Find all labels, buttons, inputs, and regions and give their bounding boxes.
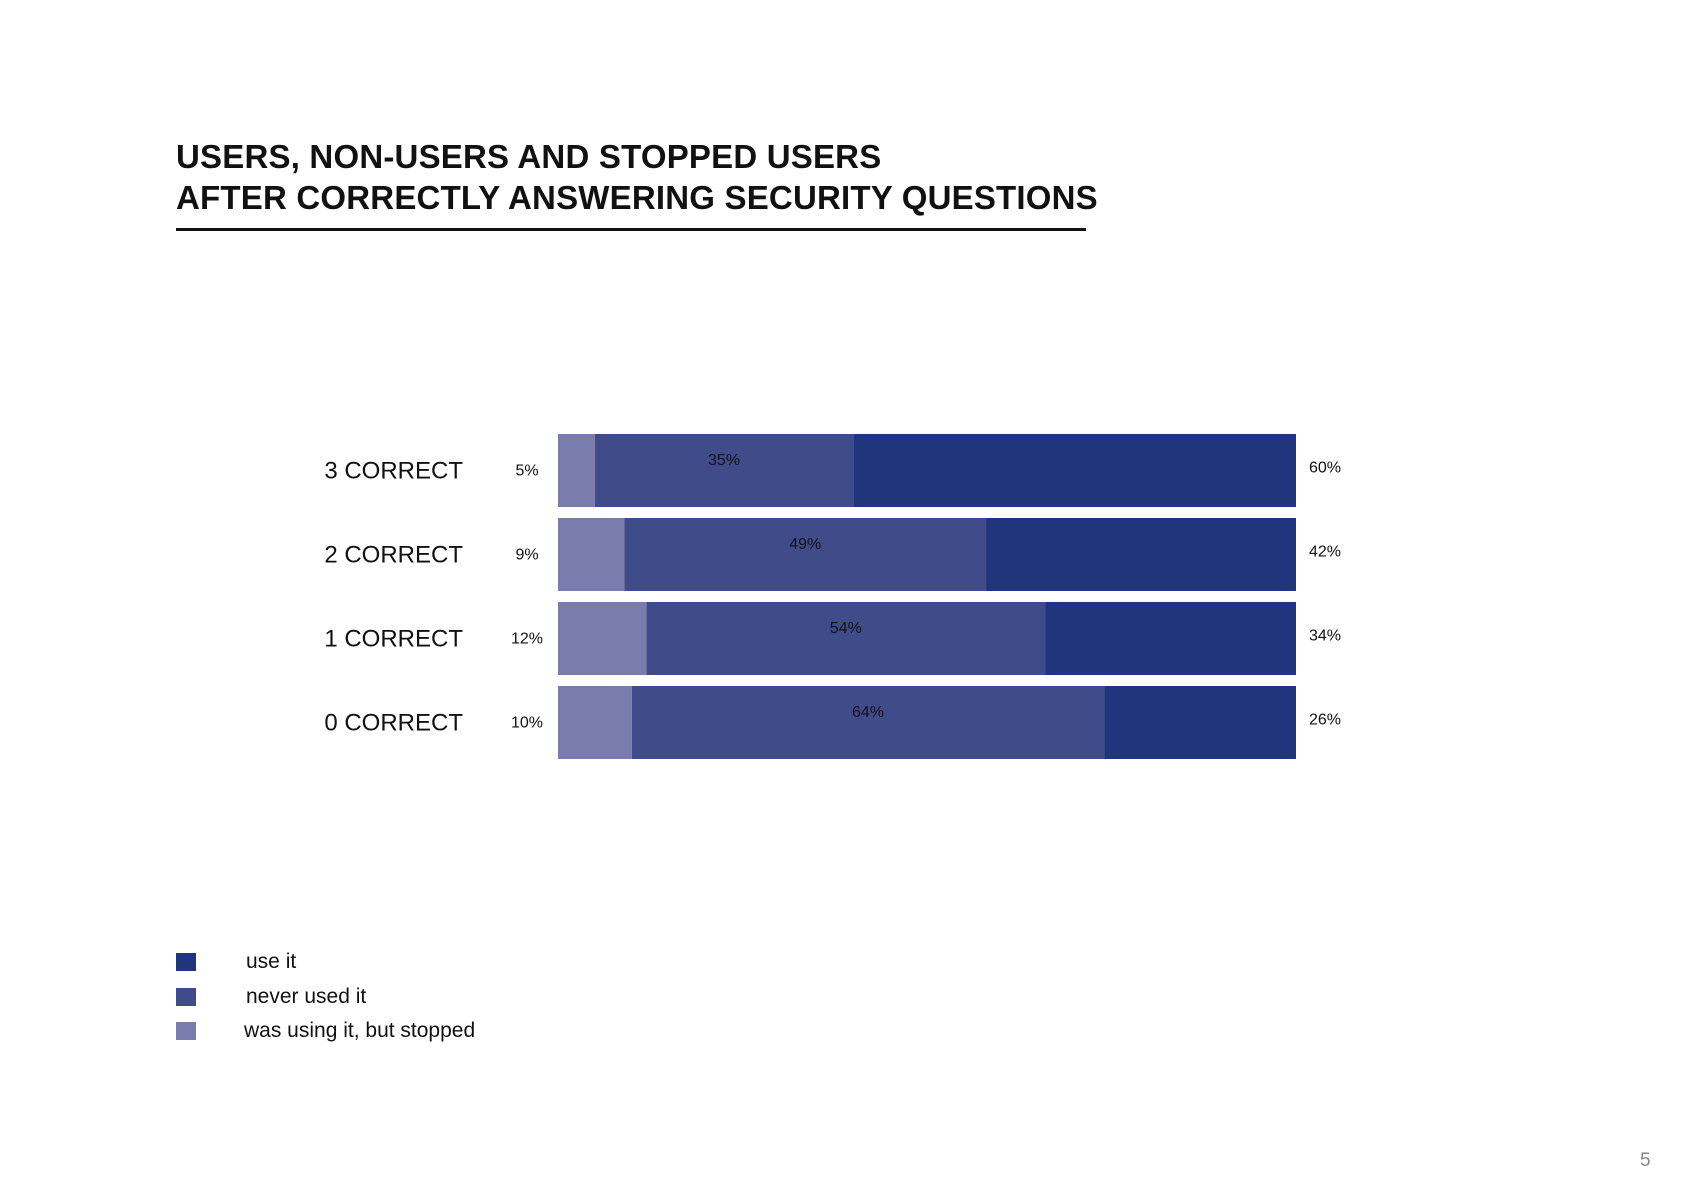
data-label-1-correct-was-using-it-but-stopped: 12%: [511, 631, 543, 648]
data-label-0-correct-was-using-it-but-stopped: 10%: [511, 715, 543, 732]
bar-2-correct-was-using-it-but-stopped: [558, 518, 625, 591]
category-label-2-correct: 2 CORRECT: [324, 542, 463, 569]
bar-0-correct-use-it: [1104, 686, 1296, 759]
data-label-3-correct-never-used-it: 35%: [708, 452, 740, 469]
bar-3-correct-never-used-it: [594, 434, 854, 507]
legend-label-use-it: use it: [246, 950, 297, 973]
bar-1-correct-was-using-it-but-stopped: [558, 602, 647, 675]
bar-2-correct-use-it: [986, 518, 1296, 591]
data-label-2-correct-use-it: 42%: [1309, 544, 1341, 561]
bar-0-correct-was-using-it-but-stopped: [558, 686, 632, 759]
category-label-3-correct: 3 CORRECT: [324, 458, 463, 485]
bar-1-correct-never-used-it: [646, 602, 1046, 675]
data-label-2-correct-was-using-it-but-stopped: 9%: [515, 547, 538, 564]
data-label-0-correct-never-used-it: 64%: [852, 704, 884, 721]
page-number: 5: [1640, 1150, 1651, 1171]
data-label-2-correct-never-used-it: 49%: [789, 536, 821, 553]
bar-3-correct-use-it: [853, 434, 1296, 507]
bar-0-correct-never-used-it: [631, 686, 1105, 759]
data-label-3-correct-was-using-it-but-stopped: 5%: [515, 463, 538, 480]
legend-swatch-never-used-it: [176, 987, 196, 1006]
category-label-0-correct: 0 CORRECT: [324, 710, 463, 737]
legend-label-never-used-it: never used it: [246, 984, 367, 1008]
legend-swatch-use-it: [176, 953, 196, 971]
category-label-1-correct: 1 CORRECT: [324, 626, 463, 653]
bar-1-correct-use-it: [1045, 602, 1296, 675]
chart-title-line-2: AFTER CORRECTLY ANSWERING SECURITY QUEST…: [176, 179, 1098, 216]
chart-title: USERS, NON-USERS AND STOPPED USERS AFTER…: [176, 136, 1098, 218]
bar-2-correct-never-used-it: [624, 518, 987, 591]
data-label-1-correct-use-it: 34%: [1309, 628, 1341, 645]
title-underline: [176, 228, 1086, 231]
chart-title-line-1: USERS, NON-USERS AND STOPPED USERS: [176, 138, 882, 175]
data-label-1-correct-never-used-it: 54%: [830, 620, 862, 637]
legend-swatch-stopped: [176, 1022, 196, 1040]
data-label-3-correct-use-it: 60%: [1309, 460, 1341, 477]
legend-label-stopped: was using it, but stopped: [244, 1019, 476, 1042]
data-label-0-correct-use-it: 26%: [1309, 712, 1341, 729]
bar-3-correct-was-using-it-but-stopped: [558, 434, 595, 507]
